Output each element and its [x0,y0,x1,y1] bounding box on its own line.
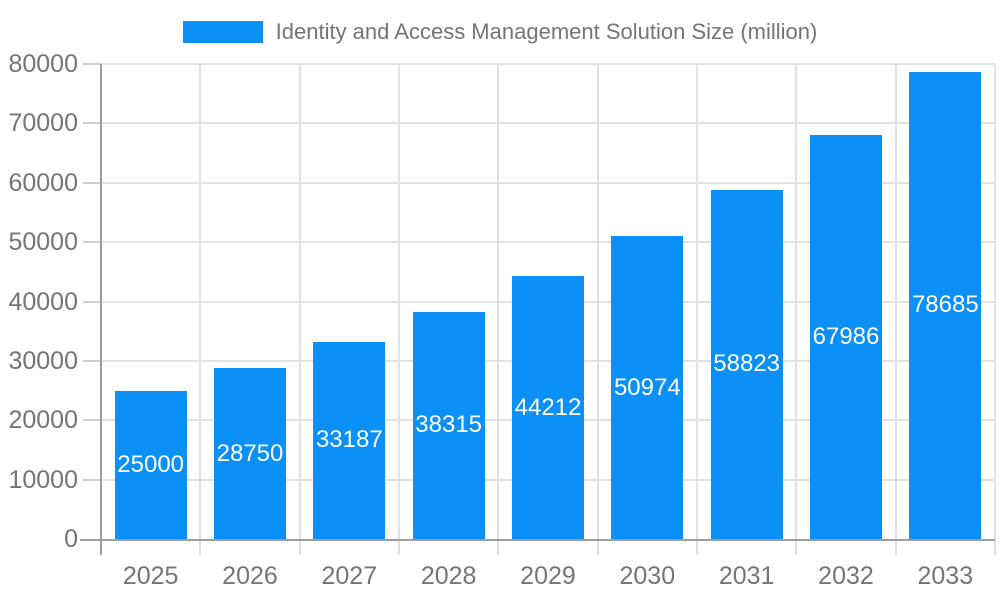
y-tick [83,122,101,125]
y-axis-tick-label: 80000 [8,50,78,78]
bar-value-label: 50974 [613,373,681,401]
x-tick [795,541,798,555]
bar-2033[interactable]: 78685 [909,71,982,539]
bar-value-label: 58823 [713,350,781,378]
legend-item[interactable]: Identity and Access Management Solution … [0,19,1000,44]
bar-2030[interactable]: 50974 [611,236,684,539]
bar-value-label: 25000 [117,450,185,478]
x-tick [894,541,897,555]
bar-value-label: 38315 [415,411,483,439]
x-tick [696,541,698,555]
v-gridline [199,64,202,541]
x-axis-tick-label: 2030 [619,562,676,590]
bar-value-label: 44212 [514,393,582,421]
bar-value-label: 67986 [812,323,880,351]
y-axis-tick-label: 30000 [8,346,78,375]
x-axis-tick-label: 2029 [520,562,576,590]
y-tick [83,478,101,481]
v-gridline [497,64,500,541]
x-axis-tick-label: 2025 [122,562,179,590]
y-axis-tick-label: 10000 [8,465,78,494]
x-tick [100,541,102,555]
x-tick [994,541,996,555]
legend-swatch-icon [182,21,263,43]
h-gridline [101,122,995,125]
x-tick [596,541,599,555]
y-tick [83,63,101,65]
y-axis-tick-label: 50000 [8,228,78,257]
x-axis-tick-label: 2028 [420,562,477,590]
v-gridline [894,64,897,541]
v-gridline [994,64,996,541]
x-axis-tick-label: 2032 [818,562,874,590]
bar-value-label: 78685 [911,291,979,319]
y-axis-tick-label: 60000 [8,168,78,197]
v-gridline [398,64,400,541]
v-gridline [596,64,599,541]
v-gridline [795,64,798,541]
bar-2026[interactable]: 28750 [214,368,286,539]
bar-2029[interactable]: 44212 [512,276,584,539]
x-axis-tick-label: 2026 [222,562,278,590]
bar-2027[interactable]: 33187 [313,341,386,539]
y-axis-line [100,64,102,541]
v-gridline [298,64,301,541]
bar-2028[interactable]: 38315 [412,311,485,539]
y-axis-tick-label: 0 [64,525,78,553]
bar-value-label: 33187 [315,426,383,454]
bar-2032[interactable]: 67986 [810,135,882,539]
x-tick [398,541,400,555]
x-axis-line [80,539,995,541]
y-tick [83,241,101,244]
x-tick [199,541,202,555]
y-tick [83,181,101,184]
h-gridline [101,241,995,244]
x-axis-tick-label: 2027 [321,562,378,590]
y-tick [83,419,101,422]
x-tick [298,541,301,555]
x-axis-tick-label: 2031 [718,562,775,590]
y-tick [83,359,101,362]
y-axis-tick-label: 20000 [8,406,78,435]
h-gridline [101,181,995,184]
bar-2025[interactable]: 25000 [114,390,187,539]
h-gridline [101,63,995,65]
legend-label: Identity and Access Management Solution … [275,19,818,44]
y-tick [83,300,101,303]
y-axis-tick-label: 70000 [8,109,78,138]
x-axis-tick-label: 2033 [917,562,974,590]
bar-2031[interactable]: 58823 [710,189,783,539]
x-tick [497,541,500,555]
v-gridline [696,64,698,541]
bar-value-label: 28750 [216,439,284,467]
y-axis-tick-label: 40000 [8,287,78,316]
